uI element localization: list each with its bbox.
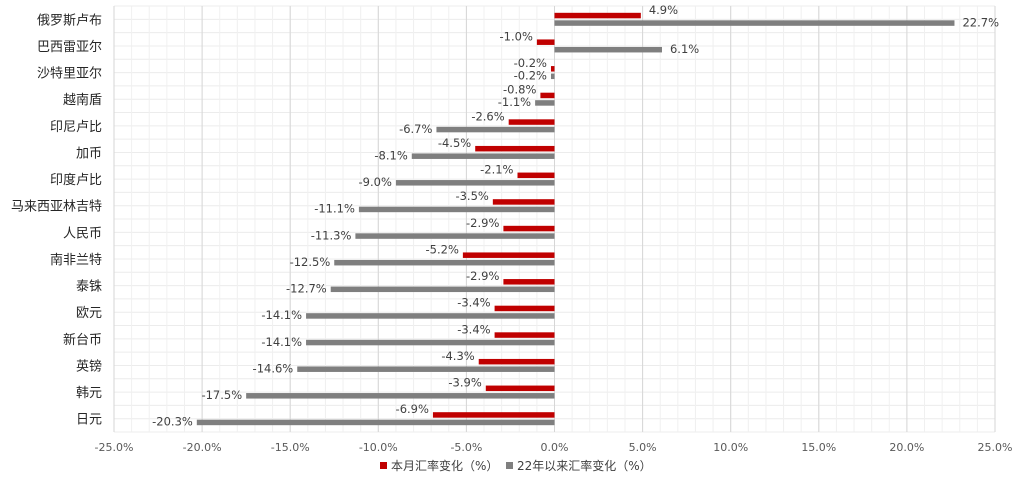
category-label: 欧元 (76, 306, 102, 321)
x-tick-label: 20.0% (889, 441, 924, 454)
bar-本月汇率变化（%） (462, 252, 555, 258)
bar-22年以来汇率变化（%） (550, 73, 555, 80)
category-label: 印尼卢比 (50, 119, 102, 135)
bar-22年以来汇率变化（%） (196, 419, 555, 426)
data-label: -17.5% (201, 388, 242, 402)
data-label: -4.5% (438, 136, 471, 150)
bar-22年以来汇率变化（%） (436, 126, 555, 133)
bar-22年以来汇率变化（%） (334, 259, 555, 266)
data-label: -14.1% (261, 308, 302, 322)
category-label: 印度卢比 (50, 172, 102, 188)
data-label: -5.2% (426, 242, 459, 256)
category-label: 南非兰特 (50, 252, 102, 268)
bar-22年以来汇率变化（%） (306, 339, 555, 346)
data-label: -2.9% (466, 269, 499, 283)
data-label: -2.6% (471, 109, 504, 123)
bar-本月汇率变化（%） (494, 332, 555, 338)
data-label: -0.2% (514, 56, 547, 70)
category-label: 越南盾 (63, 92, 102, 108)
data-label: -8.1% (374, 148, 407, 162)
data-label: -2.1% (480, 163, 513, 177)
bar-本月汇率变化（%） (432, 412, 555, 418)
bar-本月汇率变化（%） (550, 66, 555, 72)
category-label: 韩元 (76, 386, 102, 401)
bar-22年以来汇率变化（%） (306, 313, 555, 319)
data-label: -1.0% (500, 29, 533, 43)
legend-swatch (380, 462, 387, 469)
x-tick-label: -10.0% (359, 441, 398, 454)
bar-本月汇率变化（%） (475, 145, 555, 152)
category-label: 新台币 (63, 332, 102, 348)
bar-22年以来汇率变化（%） (355, 233, 555, 239)
x-tick-label: -20.0% (183, 441, 222, 454)
bar-22年以来汇率变化（%） (535, 100, 555, 106)
x-tick-label: 0.0% (541, 441, 569, 454)
category-label: 泰铢 (76, 279, 102, 295)
legend-label: 22年以来汇率变化（%） (517, 458, 652, 473)
bar-22年以来汇率变化（%） (554, 46, 662, 53)
bar-22年以来汇率变化（%） (358, 206, 555, 213)
data-label: -3.9% (448, 376, 481, 390)
data-label: -3.5% (455, 189, 488, 203)
x-tick-label: 10.0% (713, 441, 748, 454)
x-tick-label: 15.0% (801, 441, 836, 454)
x-tick-label: -15.0% (271, 441, 310, 454)
bar-22年以来汇率变化（%） (297, 366, 555, 372)
bar-本月汇率变化（%） (503, 225, 555, 232)
category-label: 马来西亚林吉特 (11, 200, 102, 215)
legend-label: 本月汇率变化（%） (391, 458, 498, 473)
data-label: -4.3% (441, 349, 474, 363)
data-label: -0.2% (514, 69, 547, 83)
bar-22年以来汇率变化（%） (246, 393, 555, 399)
bar-本月汇率变化（%） (485, 385, 555, 392)
bar-22年以来汇率变化（%） (411, 153, 555, 159)
data-label: -3.4% (457, 322, 490, 336)
bar-本月汇率变化（%） (517, 172, 555, 179)
bar-本月汇率变化（%） (508, 119, 555, 125)
data-label: -11.3% (311, 228, 352, 242)
data-label: -9.0% (359, 175, 392, 189)
x-tick-label: -25.0% (95, 441, 134, 454)
data-label: -14.6% (253, 361, 294, 375)
category-label: 日元 (76, 413, 102, 428)
x-tick-label: 5.0% (629, 441, 657, 454)
x-tick-label: 25.0% (978, 441, 1013, 454)
x-tick-label: -5.0% (450, 441, 482, 454)
data-label: -11.1% (314, 202, 355, 216)
data-label: 6.1% (670, 42, 699, 56)
bar-本月汇率变化（%） (494, 305, 555, 312)
bar-本月汇率变化（%） (492, 199, 555, 205)
category-label: 沙特里亚尔 (37, 67, 102, 82)
data-label: -0.8% (503, 83, 536, 97)
bar-本月汇率变化（%） (503, 279, 555, 285)
category-label: 加币 (76, 146, 102, 161)
data-label: 22.7% (962, 15, 999, 29)
data-label: -6.9% (396, 402, 429, 416)
data-label: 4.9% (649, 3, 678, 17)
data-label: -6.7% (399, 122, 432, 136)
data-label: -3.4% (457, 296, 490, 310)
data-label: -12.7% (286, 282, 327, 296)
bar-本月汇率变化（%） (540, 92, 555, 99)
data-label: -20.3% (152, 415, 193, 429)
data-label: -14.1% (261, 335, 302, 349)
bar-本月汇率变化（%） (536, 39, 555, 45)
legend-swatch (506, 462, 513, 469)
category-label: 人民币 (63, 226, 102, 241)
bar-22年以来汇率变化（%） (395, 180, 555, 186)
data-label: -12.5% (290, 255, 331, 269)
data-label: -1.1% (498, 95, 531, 109)
category-label: 英镑 (76, 358, 102, 374)
bar-本月汇率变化（%） (478, 358, 555, 365)
bar-22年以来汇率变化（%） (330, 286, 555, 293)
bar-22年以来汇率变化（%） (554, 20, 955, 26)
category-label: 俄罗斯卢布 (37, 12, 102, 28)
bar-本月汇率变化（%） (554, 12, 641, 19)
category-label: 巴西雷亚尔 (37, 40, 102, 55)
data-label: -2.9% (466, 216, 499, 230)
